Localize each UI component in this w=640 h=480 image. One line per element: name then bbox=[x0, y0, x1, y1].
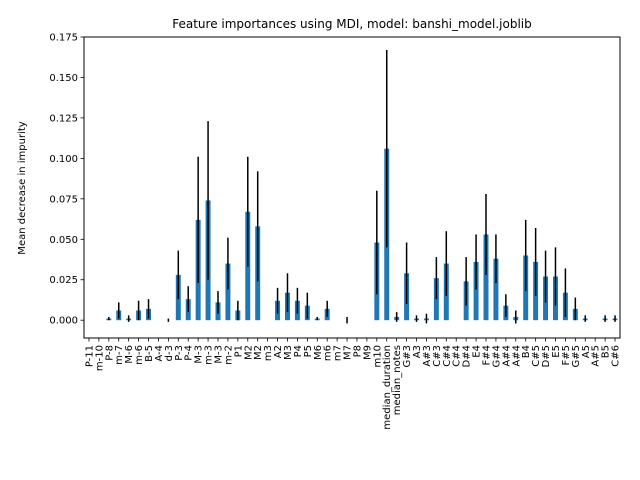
x-tick-label: P8 bbox=[352, 345, 363, 357]
x-tick-label: m-2 bbox=[223, 345, 234, 365]
x-tick-label: G#3 bbox=[402, 345, 413, 368]
x-tick-label: D#4 bbox=[462, 345, 473, 367]
y-tick-label: 0.050 bbox=[49, 235, 78, 246]
x-tick-label: G#5 bbox=[571, 345, 582, 368]
x-tick-label: M7 bbox=[343, 345, 354, 360]
x-tick-label: G#4 bbox=[491, 345, 502, 368]
x-tick-label: A-4 bbox=[154, 345, 165, 362]
x-tick-label: D#5 bbox=[541, 345, 552, 367]
x-tick-label: median_duration bbox=[382, 345, 393, 430]
x-tick-label: M3 bbox=[283, 345, 294, 360]
x-tick-label: P-8 bbox=[104, 345, 115, 361]
x-tick-label: A2 bbox=[273, 345, 284, 358]
x-tick-label: A5 bbox=[581, 345, 592, 358]
x-tick-label: median_notes bbox=[392, 345, 403, 415]
x-tick-label: A#5 bbox=[591, 345, 602, 367]
y-tick-label: 0.025 bbox=[49, 275, 78, 286]
x-tick-label: P-11 bbox=[84, 345, 95, 367]
x-tick-label: m3 bbox=[263, 345, 274, 361]
x-tick-label: F#5 bbox=[561, 345, 572, 366]
x-tick-label: m-10 bbox=[94, 345, 105, 371]
x-tick-label: M-3 bbox=[214, 345, 225, 364]
x-tick-label: B4 bbox=[521, 345, 532, 358]
bar bbox=[493, 258, 499, 321]
y-tick-label: 0.175 bbox=[49, 33, 78, 44]
y-tick-label: 0.075 bbox=[49, 194, 78, 205]
x-tick-label: M9 bbox=[362, 345, 373, 360]
x-tick-label: P-3 bbox=[174, 345, 185, 361]
x-tick-label: P4 bbox=[293, 345, 304, 357]
x-tick-label: M6 bbox=[313, 345, 324, 360]
bars-group bbox=[86, 148, 618, 321]
x-tick-label: m-3 bbox=[204, 345, 215, 365]
x-tick-label: B5 bbox=[601, 345, 612, 358]
x-tick-label: C#4 bbox=[442, 345, 453, 367]
x-tick-label: m-7 bbox=[114, 345, 125, 365]
x-tick-label: M2 bbox=[243, 345, 254, 360]
x-tick-label: C#6 bbox=[611, 345, 622, 367]
x-tick-label: M-6 bbox=[124, 345, 135, 364]
x-tick-label: m10 bbox=[372, 345, 383, 367]
x-tick-label: m6 bbox=[323, 345, 334, 361]
x-axis: P-11m-10P-8m-7M-6m-6B-5A-4d-3P-3P-4M-3m-… bbox=[84, 338, 622, 430]
y-tick-label: 0.150 bbox=[49, 73, 78, 84]
chart-title: Feature importances using MDI, model: ba… bbox=[172, 17, 532, 31]
x-tick-label: M2 bbox=[253, 345, 264, 360]
x-tick-label: M-3 bbox=[194, 345, 205, 364]
x-tick-label: d-3 bbox=[164, 345, 175, 361]
y-axis: 0.000 0.025 0.050 0.075 0.100 0.125 0.150 0.175 bbox=[49, 33, 84, 327]
y-axis-label: Mean decrease in impurity bbox=[17, 121, 28, 254]
plot-frame bbox=[83, 36, 621, 339]
x-tick-label: F#4 bbox=[482, 345, 493, 366]
x-tick-label: A#4 bbox=[501, 345, 512, 367]
x-tick-label: P5 bbox=[303, 345, 314, 357]
y-tick-label: 0.100 bbox=[49, 154, 78, 165]
x-tick-label: C#4 bbox=[452, 345, 463, 367]
x-tick-label: E5 bbox=[551, 345, 562, 358]
error-bars-group bbox=[108, 49, 616, 324]
x-tick-label: C#3 bbox=[432, 345, 443, 367]
x-tick-label: P-4 bbox=[184, 345, 195, 361]
x-tick-label: A#4 bbox=[511, 345, 522, 367]
x-tick-label: m7 bbox=[333, 345, 344, 361]
bar bbox=[225, 263, 231, 321]
x-tick-label: m-6 bbox=[134, 345, 145, 365]
bar bbox=[473, 261, 479, 321]
x-tick-label: B-5 bbox=[144, 345, 155, 362]
y-tick-label: 0.125 bbox=[49, 113, 78, 124]
x-tick-label: E4 bbox=[472, 345, 483, 358]
x-tick-label: A#3 bbox=[422, 345, 433, 367]
x-tick-label: A3 bbox=[412, 345, 423, 358]
y-tick-label: 0.000 bbox=[49, 316, 78, 327]
bar bbox=[483, 234, 489, 321]
x-tick-label: P1 bbox=[233, 345, 244, 357]
x-tick-label: C#5 bbox=[531, 345, 542, 367]
